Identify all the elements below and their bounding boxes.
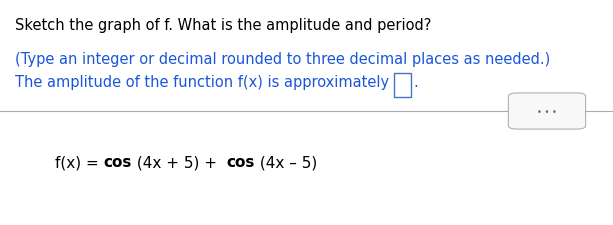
Text: f(x) =: f(x) =	[55, 154, 104, 169]
Text: (4x – 5): (4x – 5)	[255, 154, 318, 169]
Text: (Type an integer or decimal rounded to three decimal places as needed.): (Type an integer or decimal rounded to t…	[15, 52, 550, 67]
Text: cos: cos	[227, 154, 255, 169]
Text: .: .	[413, 75, 418, 90]
Text: (4x + 5) +: (4x + 5) +	[132, 154, 227, 169]
Text: Sketch the graph of f. What is the amplitude and period?: Sketch the graph of f. What is the ampli…	[15, 18, 432, 33]
Text: cos: cos	[104, 154, 132, 169]
FancyBboxPatch shape	[508, 94, 585, 130]
Text: • • •: • • •	[537, 107, 557, 116]
FancyBboxPatch shape	[394, 73, 411, 98]
Text: The amplitude of the function f(x) is approximately: The amplitude of the function f(x) is ap…	[15, 75, 394, 90]
